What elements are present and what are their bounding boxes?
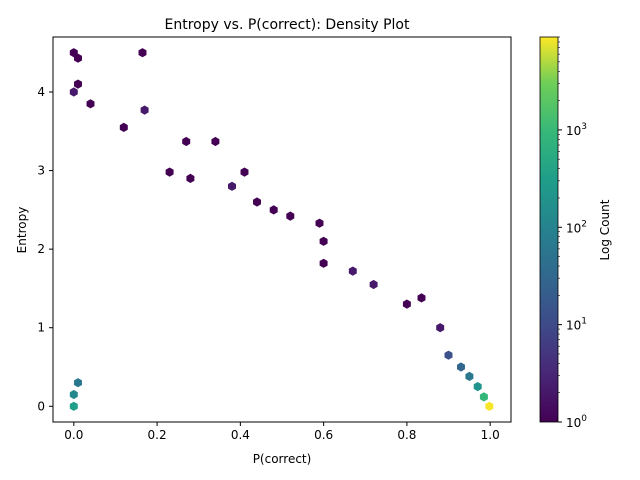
colorbar-ticks: 100 101 102 103 (558, 36, 587, 430)
hex-cell (253, 197, 261, 207)
hex-cell (69, 389, 78, 400)
hex-cell (165, 167, 174, 177)
chart-title: Entropy vs. P(correct): Density Plot (165, 17, 410, 33)
hex-cell (119, 122, 128, 132)
hex-cell (269, 205, 278, 215)
hex-cell (182, 136, 191, 147)
y-axis-label: Entropy (15, 207, 29, 254)
hex-cell (138, 48, 147, 58)
colorbar-tick-label: 100 (566, 414, 587, 430)
y-tick-label: 2 (37, 242, 45, 256)
y-tick-label: 1 (37, 321, 45, 335)
plot-frame (52, 36, 512, 423)
hex-cell (485, 401, 494, 411)
hex-cell (186, 173, 195, 183)
hex-cell (211, 136, 220, 147)
x-axis-label: P(correct) (253, 452, 312, 466)
hex-cell (69, 401, 78, 411)
hex-cell (369, 279, 378, 290)
hex-cell (319, 258, 328, 268)
hex-cell (74, 79, 82, 89)
colorbar-tick-label: 102 (566, 219, 587, 235)
x-tick-label: 0.8 (397, 428, 416, 442)
hexbin-cells (69, 48, 494, 411)
hex-cell (286, 211, 295, 221)
x-tick-label: 0.6 (314, 428, 333, 442)
hex-cell (74, 53, 82, 63)
x-axis-ticks: 0.0 0.2 0.4 0.6 0.8 1.0 (64, 422, 500, 442)
hex-cell (473, 382, 482, 392)
colorbar-tick-label: 101 (566, 317, 587, 333)
hex-cell (74, 378, 82, 388)
hex-cell (69, 87, 78, 97)
y-tick-label: 3 (37, 164, 45, 178)
hex-cell (479, 392, 488, 402)
x-tick-label: 0.2 (148, 428, 167, 442)
x-tick-label: 0.0 (64, 428, 83, 442)
x-tick-label: 1.0 (481, 428, 500, 442)
y-tick-label: 0 (37, 399, 45, 413)
hex-cell (402, 299, 411, 309)
hex-cell (86, 99, 95, 109)
hex-cell (228, 181, 236, 191)
colorbar-tick-label: 103 (566, 122, 587, 138)
hex-cell (140, 105, 149, 115)
y-axis-ticks: 0 1 2 3 4 (37, 85, 53, 413)
hex-cell (319, 236, 328, 246)
colorbar-label: Log Count (598, 199, 612, 260)
hex-cell (444, 350, 453, 360)
hex-cell (240, 167, 249, 177)
hex-cell (348, 266, 357, 276)
y-tick-label: 4 (37, 85, 45, 99)
hex-cell (417, 293, 426, 303)
hex-cell (465, 371, 474, 381)
colorbar (539, 36, 559, 423)
hex-cell (315, 218, 324, 228)
hex-cell (457, 362, 465, 372)
x-tick-label: 0.4 (231, 428, 250, 442)
hex-cell (436, 323, 445, 333)
